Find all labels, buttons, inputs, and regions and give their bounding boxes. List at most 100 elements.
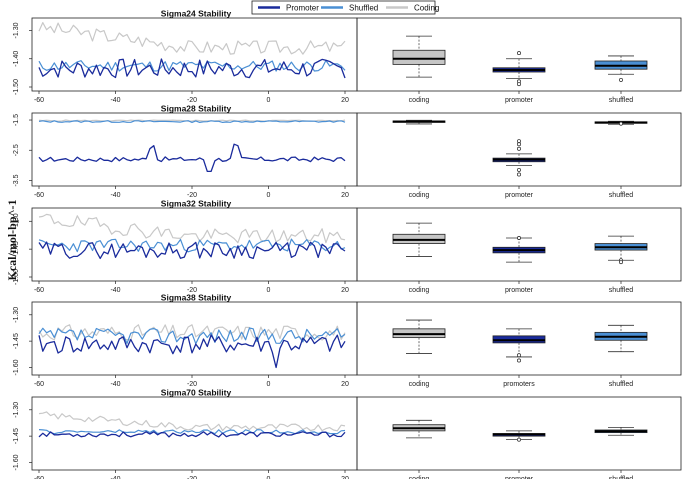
box-outlier — [517, 82, 521, 87]
y-tick-label: -1.60 — [13, 359, 20, 375]
series-line-shuffled — [38, 120, 346, 124]
panel-2: Sigma28 Stability -1.5 -2.5 -3.5 -60 -40 -20 0 2… — [13, 104, 682, 199]
x-tick-label: 0 — [267, 381, 271, 388]
y-axis-label: Kcal/mol-bp^-1 — [5, 200, 19, 281]
x-tick-label: -20 — [187, 287, 197, 294]
box-category-label: promoter — [505, 287, 534, 294]
box-coding: coding — [392, 319, 446, 388]
y-tick-label: -1.50 — [13, 79, 20, 95]
legend-box — [251, 0, 436, 15]
box-category-label: coding — [409, 476, 430, 479]
x-tick-label: -40 — [110, 97, 120, 104]
panel-title: Sigma28 Stability — [161, 104, 232, 114]
line-plot-frame — [31, 112, 358, 187]
box-shuffled: shuffled — [594, 235, 648, 294]
box-category-label: promoter — [505, 97, 534, 104]
series-line-coding — [38, 324, 346, 341]
series-line-promoter — [38, 431, 346, 438]
series-line-coding — [38, 119, 346, 122]
panel-4: Sigma38 Stability -1.30 -1.45 -1.60 -60 -40 -2… — [13, 293, 682, 388]
series-line-coding — [38, 22, 346, 55]
y-tick-label: -1.40 — [13, 51, 20, 67]
x-tick-label: -20 — [187, 476, 197, 479]
panel-1: Sigma24 Stability -1.30 -1.40 -1.50 -60 -40 -2… — [13, 9, 682, 104]
box-iqr — [392, 49, 446, 65]
box-coding: coding — [392, 419, 446, 479]
y-tick-label: -1.45 — [13, 241, 20, 257]
x-tick-label: -20 — [187, 97, 197, 104]
box-shuffled: shuffled — [594, 55, 648, 104]
panel-title: Sigma70 Stability — [161, 388, 232, 398]
y-tick-label: -1.30 — [13, 22, 20, 38]
box-category-label: promoter — [505, 192, 534, 199]
x-tick-label: 20 — [341, 476, 349, 479]
line-plot-frame — [31, 207, 358, 282]
series-line-shuffled — [38, 429, 346, 435]
box-outlier — [619, 77, 623, 82]
box-promoters: promoters — [492, 328, 546, 388]
series-line-promoter — [38, 241, 346, 260]
series-line-coding — [38, 411, 346, 432]
box-category-label: shuffled — [609, 97, 633, 104]
series-line-promoter — [38, 143, 346, 173]
y-tick-label: -1.45 — [13, 428, 20, 444]
box-outlier — [619, 121, 623, 126]
series-line-promoter — [38, 58, 346, 79]
box-category-label: coding — [409, 381, 430, 388]
x-tick-label: 0 — [267, 476, 271, 479]
line-plot-frame — [31, 17, 358, 92]
x-tick-label: -20 — [187, 381, 197, 388]
x-tick-label: 20 — [341, 287, 349, 294]
box-category-label: coding — [409, 287, 430, 294]
box-category-label: coding — [409, 192, 430, 199]
box-category-label: shuffled — [609, 287, 633, 294]
y-tick-label: -1.30 — [13, 402, 20, 418]
x-tick-label: -20 — [187, 192, 197, 199]
y-tick-label: -1.30 — [13, 213, 20, 229]
y-tick-label: -1.60 — [13, 269, 20, 285]
panels: Sigma24 Stability-1.30-1.40-1.50-60 -40 -2… — [13, 9, 682, 479]
box-outlier — [517, 358, 521, 363]
panel-title: Sigma24 Stability — [161, 9, 232, 19]
box-shuffled: shuffled — [594, 120, 648, 199]
box-category-label: promoters — [503, 381, 535, 388]
series-line-promoter — [38, 334, 346, 369]
x-tick-label: -40 — [110, 381, 120, 388]
x-tick-label: -40 — [110, 192, 120, 199]
x-tick-label: 20 — [341, 97, 349, 104]
x-tick-label: -60 — [34, 192, 44, 199]
box-promoter: promoter — [492, 51, 546, 104]
x-tick-label: -40 — [110, 476, 120, 479]
box-coding: coding — [392, 222, 446, 294]
box-outlier — [517, 437, 521, 442]
x-tick-label: -40 — [110, 287, 120, 294]
box-promoter: promoter — [492, 430, 546, 479]
box-outlier — [517, 142, 521, 147]
x-tick-label: 20 — [341, 192, 349, 199]
box-category-label: shuffled — [609, 381, 633, 388]
x-tick-label: 20 — [341, 381, 349, 388]
panel-3: Sigma32 Stability -1.30 -1.45 -1.60 -60 -40 -2… — [13, 199, 682, 294]
series-line-shuffled — [38, 59, 346, 72]
box-category-label: promoter — [505, 476, 534, 479]
box-shuffled: shuffled — [594, 324, 648, 388]
y-tick-label: -2.5 — [13, 144, 20, 156]
y-tick-label: -1.30 — [13, 307, 20, 323]
box-coding: coding — [392, 119, 446, 199]
box-outlier — [517, 172, 521, 177]
y-tick-label: -3.5 — [13, 174, 20, 186]
x-tick-label: 0 — [267, 192, 271, 199]
series-line-shuffled — [38, 327, 346, 345]
x-tick-label: -60 — [34, 97, 44, 104]
y-tick-label: -1.45 — [13, 333, 20, 349]
x-tick-label: -60 — [34, 476, 44, 479]
x-tick-label: 0 — [267, 97, 271, 104]
y-tick-label: -1.60 — [13, 454, 20, 470]
box-category-label: shuffled — [609, 192, 633, 199]
box-promoter: promoter — [492, 236, 546, 294]
y-tick-label: -1.5 — [13, 114, 20, 126]
panel-title: Sigma32 Stability — [161, 199, 232, 209]
box-category-label: shuffled — [609, 476, 633, 479]
x-tick-label: -60 — [34, 287, 44, 294]
